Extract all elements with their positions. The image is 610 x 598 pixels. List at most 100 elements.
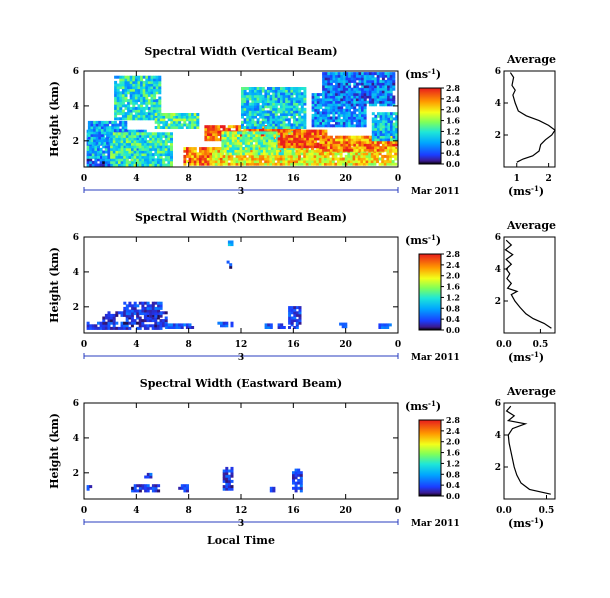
- heatmap-cell: [350, 72, 354, 76]
- heatmap-cell: [316, 116, 320, 120]
- heatmap-cell: [376, 79, 380, 83]
- heatmap-cell: [384, 138, 388, 142]
- heatmap-cell: [318, 154, 322, 158]
- heatmap-cell: [204, 133, 208, 136]
- colorbar-tick-label: 2.0: [446, 437, 460, 447]
- heatmap-cell: [257, 152, 261, 156]
- heatmap-cell: [142, 83, 146, 87]
- heatmap-cell: [100, 133, 104, 137]
- colorbar-tick-label: 1.2: [446, 126, 460, 136]
- heatmap-cell: [233, 125, 236, 129]
- heatmap-cell: [337, 87, 341, 91]
- heatmap-cell: [87, 131, 91, 135]
- heatmap-cell: [345, 77, 349, 81]
- heatmap-cell: [151, 316, 155, 320]
- heatmap-cell: [272, 154, 275, 158]
- heatmap-cell: [384, 82, 388, 86]
- heatmap-cell: [305, 147, 309, 151]
- heatmap-cell: [342, 124, 346, 128]
- heatmap-cell: [371, 133, 375, 136]
- heatmap-cell: [159, 132, 163, 136]
- heatmap-cell: [90, 128, 94, 132]
- heatmap-cell: [165, 126, 169, 129]
- heatmap-cell: [301, 132, 304, 136]
- heatmap-cell: [259, 92, 263, 96]
- heatmap-cell: [132, 101, 136, 105]
- heatmap-cell: [124, 83, 128, 87]
- heatmap-cell: [282, 326, 286, 329]
- heatmap-cell: [300, 126, 304, 129]
- heatmap-cell: [374, 122, 378, 126]
- heatmap-cell: [113, 123, 117, 127]
- heatmap-cell: [384, 146, 388, 150]
- heatmap-cell: [327, 113, 331, 117]
- heatmap-cell: [120, 163, 124, 167]
- heatmap-cell: [120, 160, 124, 164]
- heatmap-cell: [316, 132, 320, 136]
- heatmap-cell: [108, 126, 112, 130]
- heatmap-cell: [269, 326, 273, 329]
- heatmap-cell: [276, 152, 279, 156]
- heatmap-cell: [162, 134, 166, 138]
- heatmap-cell: [235, 127, 239, 131]
- heatmap-cell: [252, 152, 256, 156]
- heatmap-cell: [204, 162, 208, 166]
- heatmap-cell: [272, 102, 276, 106]
- heatmap-cell: [289, 131, 292, 135]
- heatmap-cell: [290, 126, 294, 129]
- heatmap-cell: [368, 87, 372, 91]
- heatmap-cell: [178, 113, 182, 116]
- heatmap-cell: [125, 150, 129, 154]
- heatmap-cell: [353, 119, 357, 123]
- heatmap-cell: [298, 157, 301, 161]
- heatmap-cell: [158, 75, 162, 79]
- heatmap-cell: [248, 87, 252, 90]
- heatmap-cell: [277, 92, 281, 96]
- heatmap-cell: [290, 137, 294, 141]
- heatmap-cell: [268, 139, 272, 143]
- heatmap-cell: [329, 77, 333, 81]
- heatmap-cell: [234, 139, 238, 143]
- heatmap-cell: [371, 77, 375, 81]
- heatmap-cell: [175, 115, 179, 119]
- heatmap-cell: [162, 120, 166, 124]
- heatmap-cell: [361, 90, 365, 94]
- heatmap-cell: [285, 94, 289, 98]
- heatmap-cell: [243, 126, 247, 129]
- heatmap-cell: [295, 100, 299, 103]
- heatmap-cell: [99, 150, 103, 154]
- heatmap-cell: [87, 126, 91, 130]
- heatmap-cell: [178, 118, 182, 122]
- heatmap-cell: [145, 114, 149, 118]
- heatmap-cell: [322, 140, 326, 144]
- heatmap-cell: [273, 144, 277, 148]
- heatmap-cell: [381, 79, 385, 83]
- heatmap-cell: [159, 145, 163, 149]
- heatmap-cell: [311, 119, 315, 123]
- heatmap-cell: [243, 105, 247, 109]
- heatmap-cell: [130, 324, 134, 328]
- heatmap-cell: [319, 119, 323, 123]
- heatmap-cell: [353, 135, 357, 139]
- heatmap-cell: [95, 141, 99, 145]
- heatmap-cell: [121, 96, 125, 100]
- heatmap-cell: [276, 134, 279, 137]
- heatmap-cell: [319, 143, 323, 147]
- heatmap-cell: [145, 99, 149, 103]
- heatmap-cell: [255, 139, 259, 143]
- heatmap-cell: [337, 113, 341, 117]
- heatmap-cell: [238, 157, 242, 161]
- heatmap-cell: [371, 138, 375, 142]
- heatmap-cell: [149, 163, 153, 167]
- heatmap-cell: [162, 113, 166, 116]
- heatmap-cell: [140, 91, 144, 95]
- heatmap-cell: [112, 137, 116, 141]
- heatmap-cell: [319, 140, 323, 144]
- heatmap-cell: [322, 95, 326, 99]
- heatmap-cell: [264, 326, 268, 329]
- heatmap-cell: [345, 140, 349, 144]
- heatmap-cell: [116, 99, 120, 103]
- heatmap-cell: [151, 304, 155, 308]
- heatmap-cell: [106, 126, 110, 130]
- heatmap-cell: [99, 321, 103, 325]
